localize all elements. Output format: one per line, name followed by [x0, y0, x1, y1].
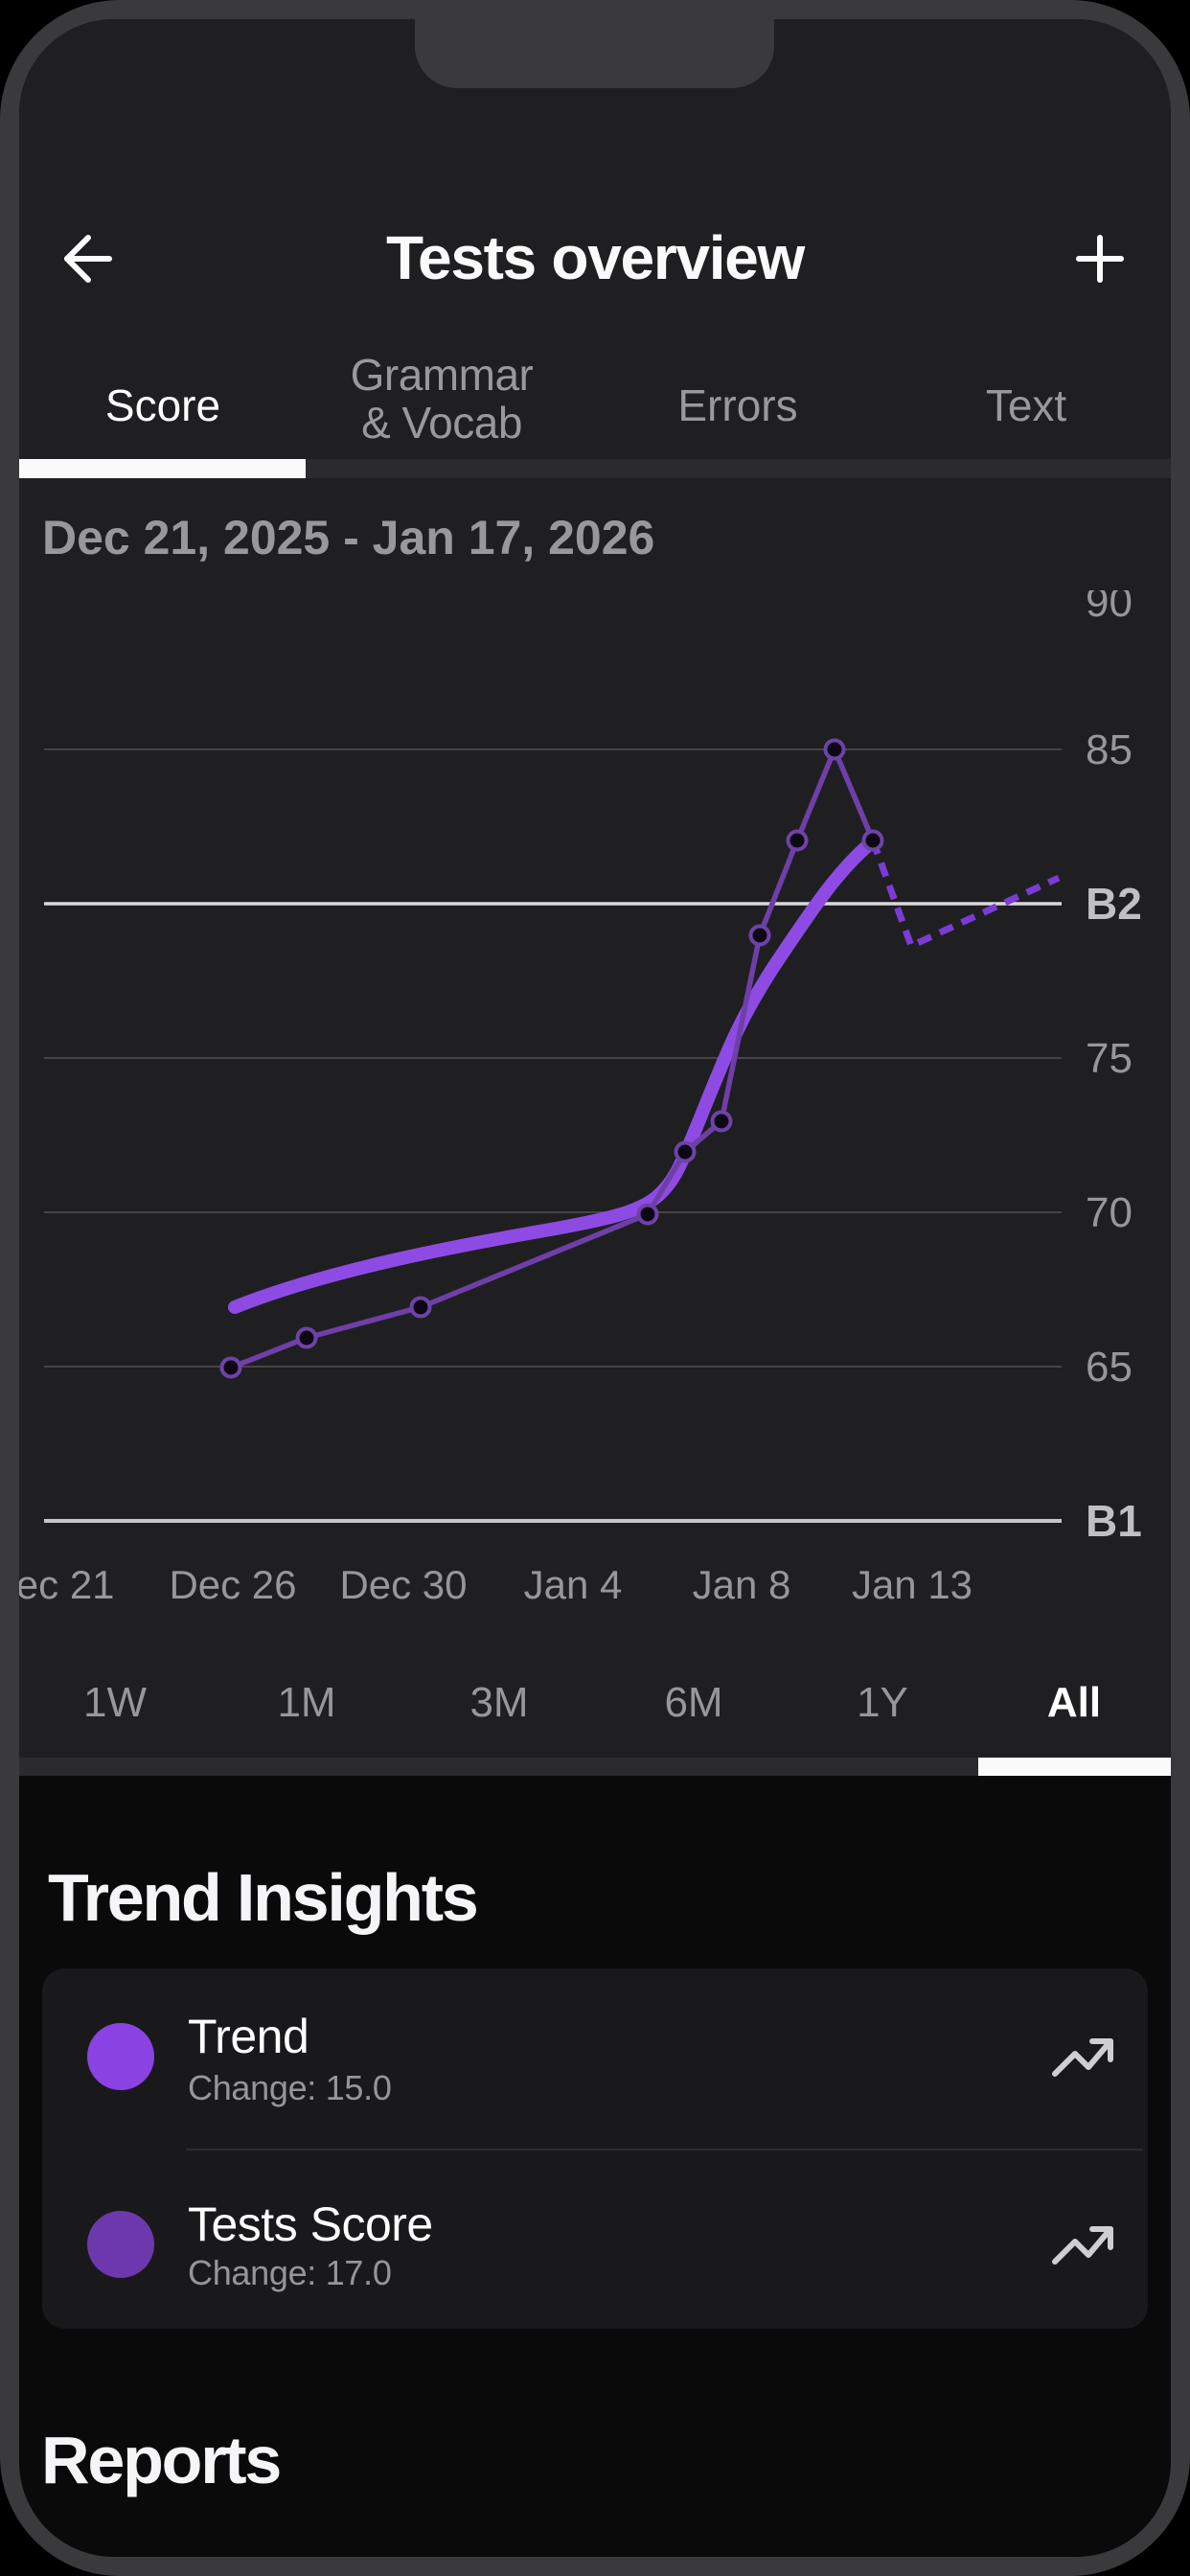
svg-text:Dec 21: Dec 21 [19, 1562, 115, 1607]
svg-text:Dec 30: Dec 30 [339, 1562, 467, 1607]
svg-text:B1: B1 [1086, 1496, 1142, 1546]
svg-text:75: 75 [1086, 1035, 1133, 1082]
svg-text:Jan 13: Jan 13 [852, 1562, 973, 1607]
svg-text:Jan 4: Jan 4 [524, 1562, 623, 1607]
svg-text:90: 90 [1086, 590, 1133, 626]
svg-text:Jan 8: Jan 8 [693, 1562, 791, 1607]
svg-text:65: 65 [1086, 1344, 1133, 1391]
svg-text:B2: B2 [1086, 879, 1142, 929]
svg-text:70: 70 [1086, 1189, 1133, 1236]
svg-text:Dec 26: Dec 26 [169, 1562, 296, 1607]
svg-text:85: 85 [1086, 726, 1133, 773]
